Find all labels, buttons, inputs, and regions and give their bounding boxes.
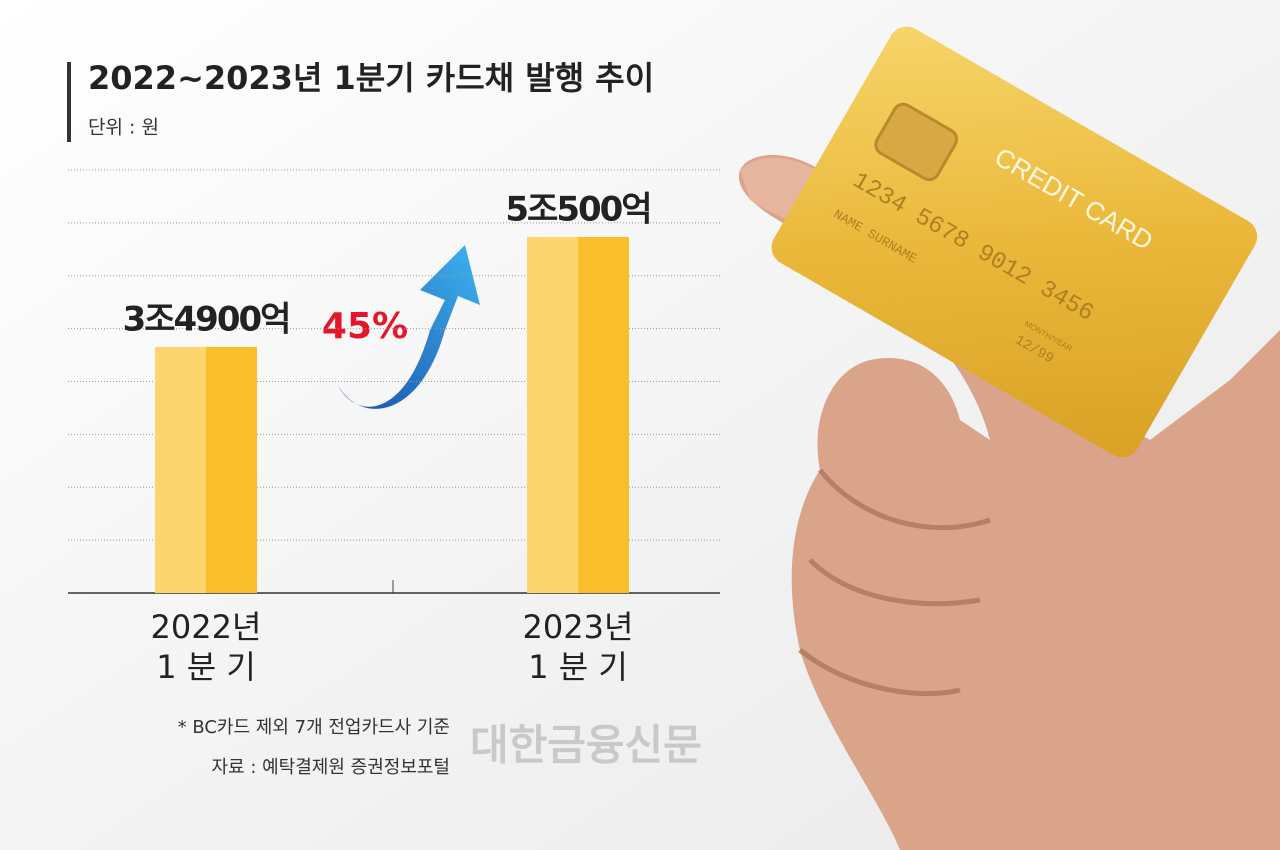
bar (155, 346, 257, 593)
photo: CREDIT CARD 1234 5678 9012 3456 NAME SUR… (738, 26, 1280, 850)
x-tick-sublabel: 1 분 기 (528, 648, 628, 686)
x-tick-label: 2023년 (523, 608, 634, 646)
value-label: 5조500억 (505, 189, 650, 229)
note: * BC카드 제외 7개 전업카드사 기준 (178, 717, 450, 738)
growth-arrow (338, 245, 480, 409)
source-logo: 대한금융신문 (470, 721, 702, 770)
x-tick-sublabel: 1 분 기 (156, 648, 256, 686)
growth-label: 45% (322, 306, 408, 347)
value-label: 3조4900억 (123, 299, 290, 339)
unit-label: 단위 : 원 (88, 117, 159, 139)
bar (527, 236, 629, 593)
x-tick-label: 2022년 (151, 608, 262, 646)
note: 자료 : 예탁결제원 증권정보포털 (211, 757, 450, 778)
chart-title: 2022~2023년 1분기 카드채 발행 추이 (88, 59, 654, 97)
title-bar (67, 62, 71, 142)
